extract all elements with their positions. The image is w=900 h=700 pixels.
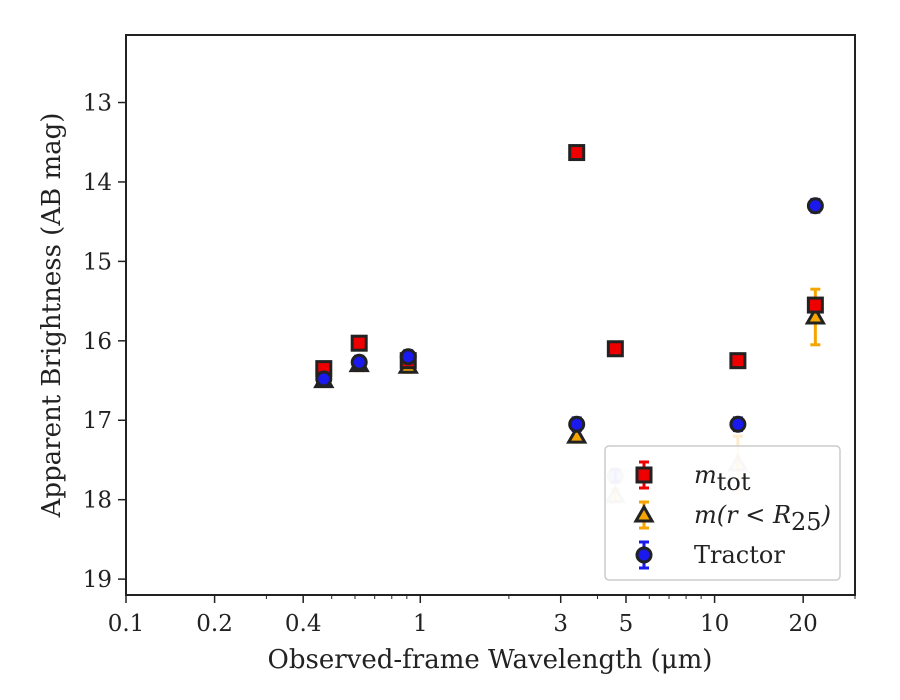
y-tick-label: 17 [83, 408, 112, 434]
y-tick-label: 15 [83, 249, 112, 275]
data-point-circle [350, 353, 368, 371]
series-square [315, 144, 824, 378]
plot-frame [125, 34, 856, 596]
x-tick-label: 10 [700, 611, 729, 637]
y-axis: 13 14 15 16 17 18 19 [83, 91, 126, 593]
legend-label: mtot [694, 461, 751, 496]
x-tick-label: 0.2 [196, 611, 233, 637]
y-tick-label: 13 [83, 91, 112, 117]
data-point-triangle [566, 425, 588, 444]
data-point-square [729, 352, 747, 370]
data-point-circle [568, 415, 586, 433]
y-axis-label: Apparent Brightness (AB mag) [37, 113, 67, 519]
legend-marker-circle [635, 546, 653, 564]
legend-label: Tractor [694, 541, 785, 569]
data-point-triangle [804, 305, 826, 325]
data-point-circle [729, 415, 747, 433]
legend: mtot m(r < R25) Tractor [604, 445, 841, 581]
legend-marker-triangle [633, 503, 655, 523]
x-tick-label: 0.4 [285, 611, 322, 637]
legend-box [604, 445, 841, 581]
legend-marker-square [635, 466, 653, 484]
x-tick-label: 1 [413, 611, 428, 637]
data-point-circle [399, 348, 417, 366]
x-tick-label: 3 [553, 611, 568, 637]
y-tick-label: 18 [83, 488, 112, 514]
data-point-square [606, 340, 624, 358]
data-point-square [568, 144, 586, 162]
y-tick-label: 16 [83, 329, 112, 355]
x-tick-label: 5 [619, 611, 634, 637]
x-tick-label: 0.1 [108, 611, 145, 637]
y-tick-label: 14 [83, 170, 112, 196]
data-point-circle [806, 197, 824, 215]
legend-label: m(r < R25) [694, 501, 831, 536]
x-tick-label: 20 [789, 611, 818, 637]
y-tick-label: 19 [83, 567, 112, 593]
data-point-square [806, 296, 824, 314]
x-axis-label: Observed-frame Wavelength (μm) [268, 645, 713, 675]
data-point-square [350, 334, 368, 352]
x-axis: 0.1 0.2 0.4 1 3 5 10 20 [108, 595, 856, 637]
data-point-circle [315, 370, 333, 388]
